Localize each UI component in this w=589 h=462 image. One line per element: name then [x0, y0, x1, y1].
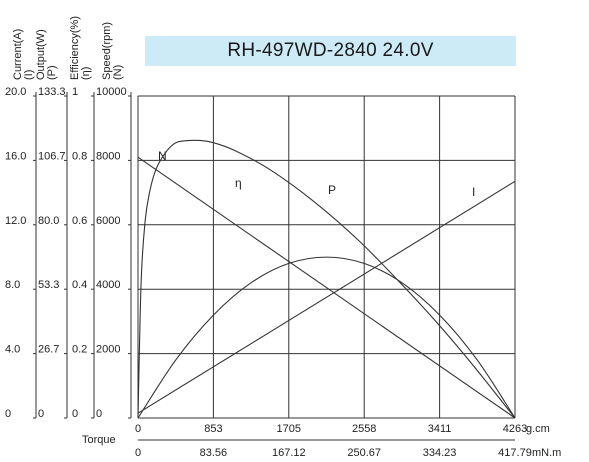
current-axis-symbol: (I) — [23, 70, 35, 80]
x-mnm-tick-label: 334.23 — [423, 447, 457, 459]
series-line-output — [137, 256, 516, 419]
x-mnm-tick-label: 167.12 — [272, 447, 306, 459]
efficiency-tick-label: 0.2 — [72, 344, 87, 356]
speed-axis-title: Speed(rpm) — [101, 22, 113, 80]
x-gcm-tick-label: 0 — [135, 423, 141, 435]
current-tick-label: 4.0 — [5, 344, 20, 356]
x-gcm-tick-label: 4263 — [503, 423, 527, 435]
series-label-current: I — [472, 185, 475, 199]
current-tick-label: 20.0 — [5, 86, 26, 98]
series-line-efficiency — [137, 139, 516, 419]
output-tick-label: 53.3 — [38, 279, 59, 291]
torque-axis-title: Torque — [82, 434, 116, 446]
current-tick-label: 12.0 — [5, 215, 26, 227]
efficiency-tick-label: 0 — [72, 408, 78, 420]
x-gcm-tick-label: 1705 — [277, 423, 301, 435]
efficiency-axis-title: Efficiency(%) — [69, 16, 81, 80]
efficiency-tick-label: 0.8 — [72, 150, 87, 162]
speed-tick-label: 8000 — [96, 150, 120, 162]
output-axis-title: Output(W) — [35, 29, 47, 80]
chart-title-banner: RH-497WD-2840 24.0V — [145, 36, 516, 66]
output-tick-label: 0 — [38, 408, 44, 420]
speed-tick-label: 0 — [96, 408, 102, 420]
output-tick-label: 26.7 — [38, 344, 59, 356]
x-mnm-tick-label: 417.79 — [498, 447, 532, 459]
x-gcm-tick-label: 853 — [204, 423, 222, 435]
output-axis-symbol: (P) — [46, 65, 58, 80]
current-axis-title: Current(A) — [12, 29, 24, 80]
series-line-speed — [137, 156, 516, 419]
output-tick-label: 106.7 — [38, 150, 66, 162]
output-tick-label: 133.3 — [38, 86, 66, 98]
output-tick-label: 80.0 — [38, 215, 59, 227]
x-mnm-tick-label: 83.56 — [200, 447, 228, 459]
x-gcm-tick-label: 3411 — [428, 423, 452, 435]
efficiency-tick-label: 0.6 — [72, 215, 87, 227]
series-label-speed: N — [158, 149, 167, 163]
x-mnm-tick-label: 250.67 — [347, 447, 381, 459]
chart-title: RH-497WD-2840 24.0V — [227, 40, 434, 61]
efficiency-tick-label: 1 — [72, 86, 78, 98]
series-label-efficiency: η — [235, 176, 242, 190]
current-tick-label: 0 — [5, 408, 11, 420]
speed-tick-label: 10000 — [96, 86, 127, 98]
x-mnm-unit: mN.m — [532, 447, 561, 459]
speed-axis-symbol: (N) — [112, 65, 124, 80]
efficiency-tick-label: 0.4 — [72, 279, 87, 291]
speed-tick-label: 4000 — [96, 279, 120, 291]
current-tick-label: 8.0 — [5, 279, 20, 291]
series-line-current — [137, 180, 516, 414]
current-tick-label: 16.0 — [5, 150, 26, 162]
x-gcm-unit: g.cm — [526, 423, 550, 435]
speed-tick-label: 2000 — [96, 344, 120, 356]
speed-tick-label: 6000 — [96, 215, 120, 227]
efficiency-axis-symbol: (η) — [80, 67, 92, 80]
x-mnm-tick-label: 0 — [135, 447, 141, 459]
series-label-output: P — [328, 183, 336, 197]
x-gcm-tick-label: 2558 — [352, 423, 376, 435]
